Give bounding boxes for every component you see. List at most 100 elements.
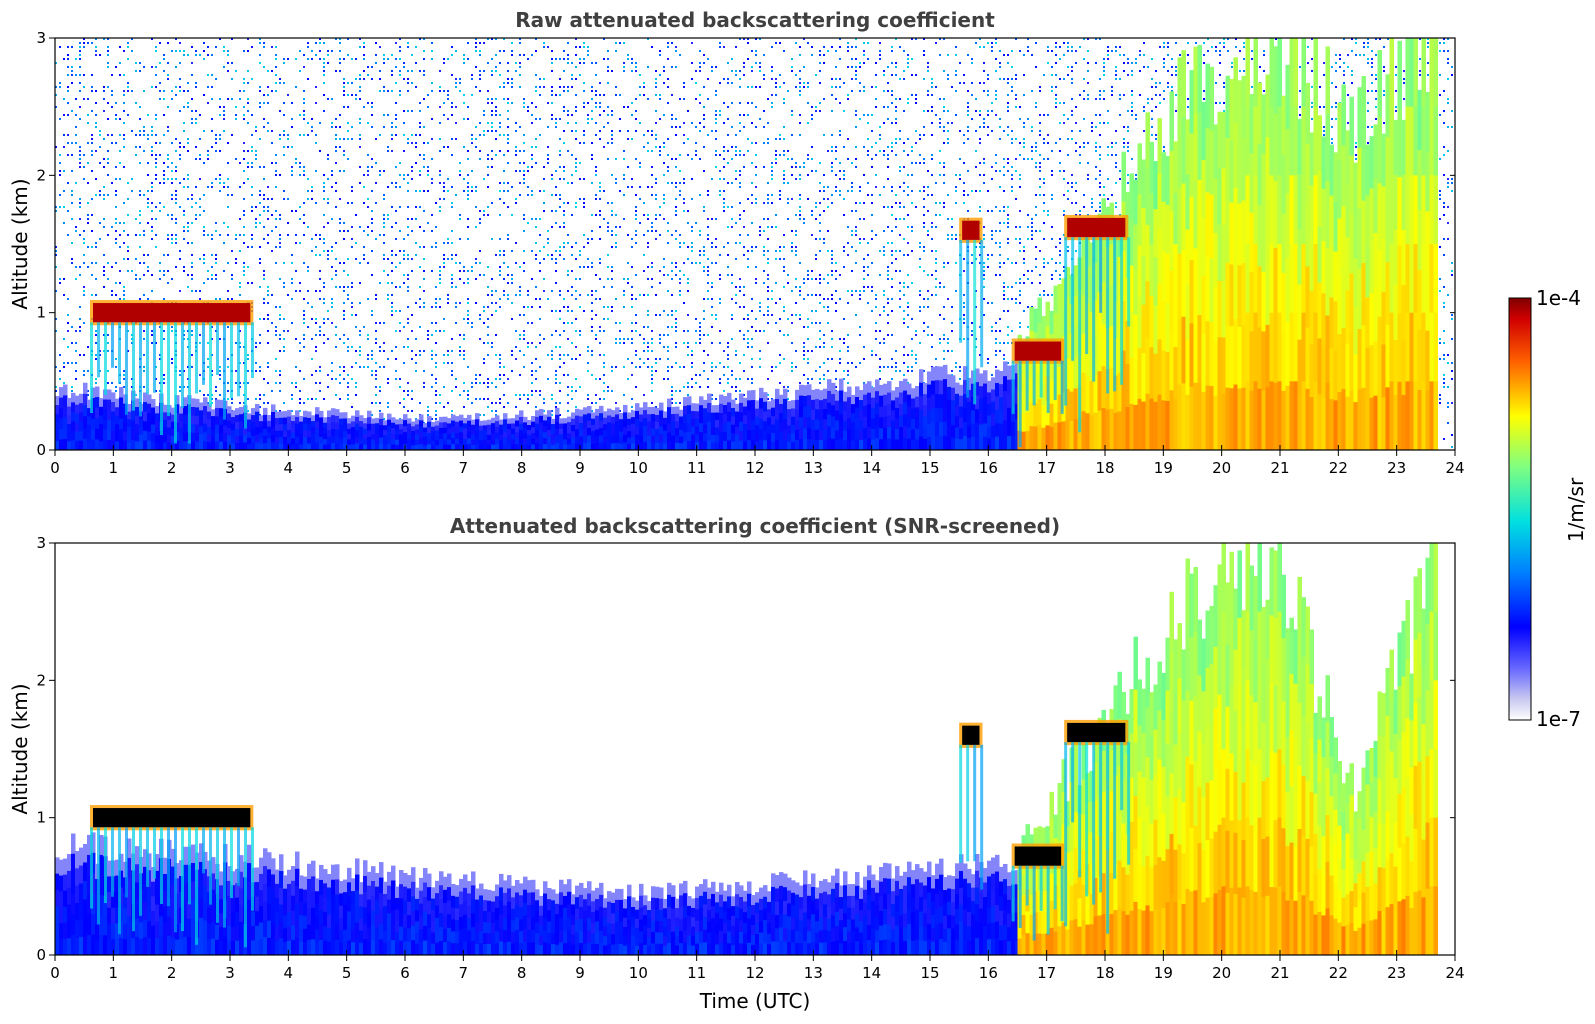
noise-cell (131, 90, 133, 92)
noise-cell (759, 118, 761, 120)
noise-cell (467, 106, 469, 108)
noise-cell (895, 202, 897, 204)
noise-cell (327, 98, 329, 100)
noise-cell (247, 70, 249, 72)
noise-cell (799, 210, 801, 212)
noise-cell (371, 102, 373, 104)
noise-cell (479, 54, 481, 56)
noise-cell (279, 318, 281, 320)
noise-cell (199, 290, 201, 292)
noise-cell (303, 338, 305, 340)
noise-cell (799, 194, 801, 196)
noise-cell (755, 198, 757, 200)
noise-cell (251, 282, 253, 284)
noise-cell (471, 386, 473, 388)
noise-cell (319, 270, 321, 272)
noise-cell (799, 122, 801, 124)
noise-cell (287, 330, 289, 332)
noise-cell (731, 314, 733, 316)
noise-cell (475, 398, 477, 400)
noise-cell (467, 186, 469, 188)
noise-cell (487, 102, 489, 104)
noise-cell (599, 378, 601, 380)
noise-cell (459, 334, 461, 336)
noise-cell (667, 334, 669, 336)
noise-cell (239, 218, 241, 220)
noise-cell (507, 402, 509, 404)
noise-cell (187, 54, 189, 56)
noise-cell (719, 154, 721, 156)
noise-cell (575, 330, 577, 332)
noise-cell (219, 182, 221, 184)
noise-cell (719, 342, 721, 344)
noise-cell (719, 110, 721, 112)
noise-cell (779, 86, 781, 88)
noise-cell (307, 134, 309, 136)
noise-cell (815, 218, 817, 220)
noise-cell (139, 162, 141, 164)
noise-cell (823, 238, 825, 240)
noise-cell (819, 70, 821, 72)
noise-cell (827, 298, 829, 300)
noise-cell (115, 118, 117, 120)
noise-cell (851, 294, 853, 296)
noise-cell (91, 262, 93, 264)
noise-cell (311, 358, 313, 360)
noise-cell (491, 290, 493, 292)
noise-cell (483, 214, 485, 216)
noise-cell (671, 94, 673, 96)
noise-cell (323, 70, 325, 72)
noise-cell (843, 170, 845, 172)
noise-cell (323, 82, 325, 84)
noise-cell (295, 210, 297, 212)
noise-cell (523, 250, 525, 252)
noise-cell (599, 278, 601, 280)
noise-cell (535, 254, 537, 256)
noise-cell (591, 302, 593, 304)
noise-cell (863, 290, 865, 292)
noise-cell (191, 334, 193, 336)
noise-cell (327, 374, 329, 376)
noise-cell (767, 274, 769, 276)
noise-cell (875, 106, 877, 108)
noise-cell (115, 238, 117, 240)
noise-cell (399, 206, 401, 208)
noise-cell (747, 318, 749, 320)
noise-cell (371, 250, 373, 252)
noise-cell (727, 354, 729, 356)
noise-cell (483, 398, 485, 400)
noise-cell (499, 358, 501, 360)
noise-cell (607, 278, 609, 280)
noise-cell (55, 206, 57, 208)
noise-cell (183, 186, 185, 188)
noise-cell (415, 142, 417, 144)
noise-cell (283, 82, 285, 84)
noise-cell (279, 334, 281, 336)
noise-cell (351, 406, 353, 408)
noise-cell (323, 298, 325, 300)
noise-cell (631, 178, 633, 180)
noise-cell (875, 86, 877, 88)
noise-cell (639, 94, 641, 96)
noise-cell (307, 302, 309, 304)
noise-cell (607, 306, 609, 308)
noise-cell (843, 174, 845, 176)
noise-cell (683, 98, 685, 100)
noise-cell (579, 142, 581, 144)
noise-cell (471, 266, 473, 268)
noise-cell (195, 122, 197, 124)
noise-cell (759, 38, 761, 40)
noise-cell (563, 178, 565, 180)
noise-cell (567, 62, 569, 64)
noise-cell (659, 334, 661, 336)
noise-cell (375, 238, 377, 240)
noise-cell (895, 74, 897, 76)
noise-cell (503, 262, 505, 264)
noise-cell (599, 210, 601, 212)
noise-cell (615, 42, 617, 44)
noise-cell (475, 126, 477, 128)
noise-cell (695, 82, 697, 84)
noise-cell (171, 170, 173, 172)
noise-cell (243, 82, 245, 84)
noise-cell (331, 250, 333, 252)
